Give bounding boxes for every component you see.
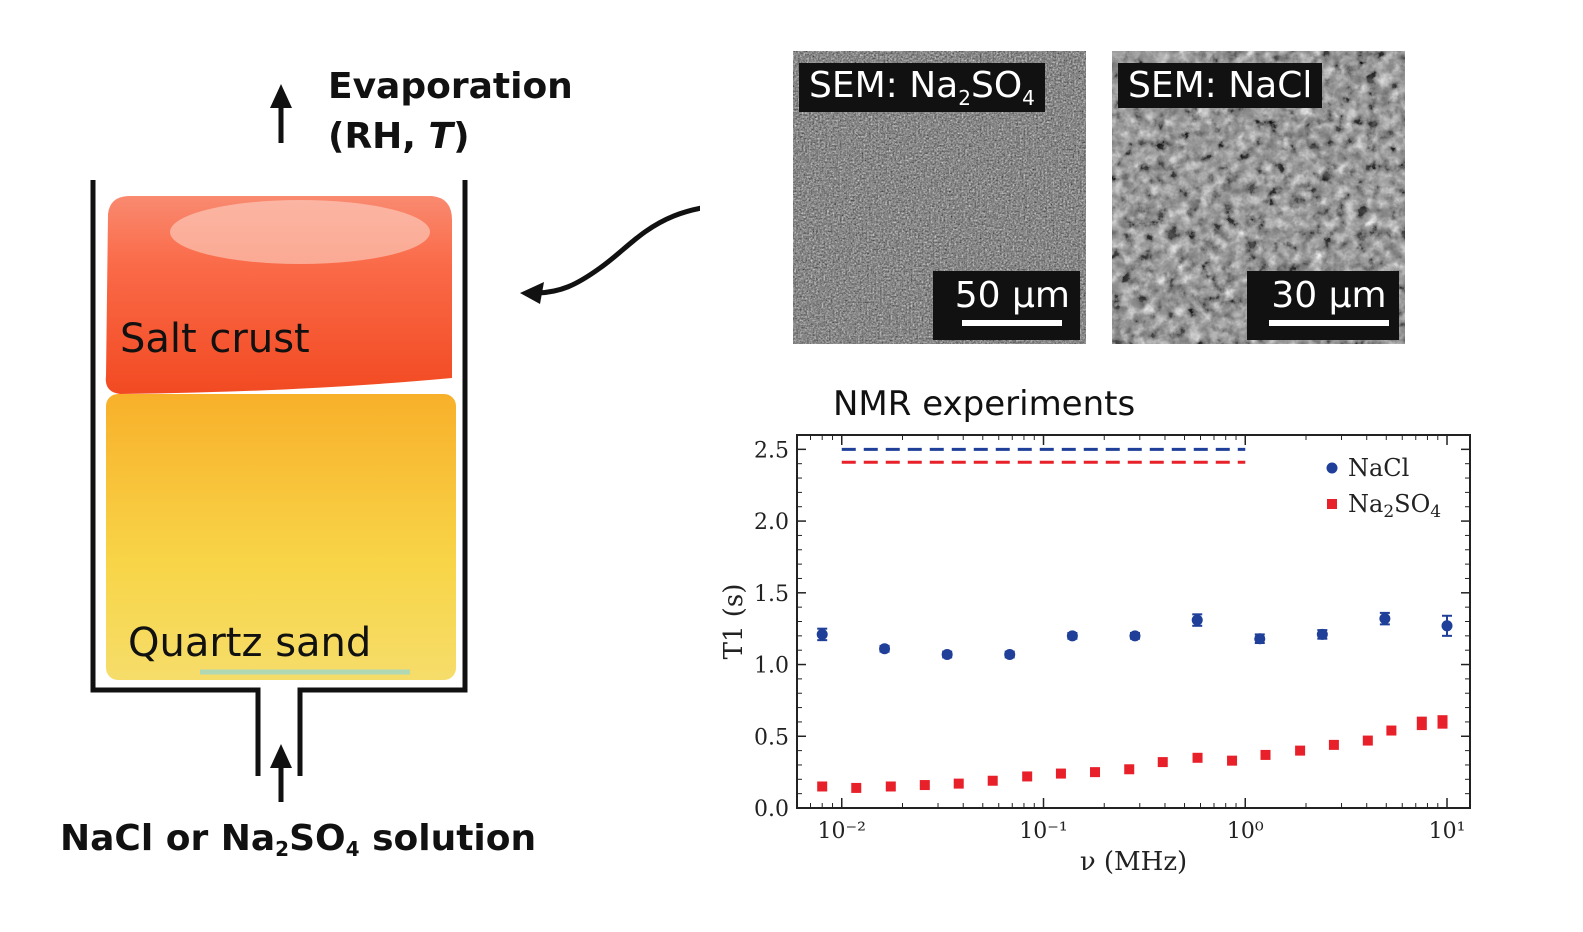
nmr-title: NMR experiments	[833, 384, 1136, 424]
sem-title-nacl: SEM: NaCl	[1118, 63, 1323, 108]
inflow-arrow-icon	[270, 744, 292, 768]
column-schematic	[90, 84, 700, 802]
data-point-1	[1157, 757, 1168, 768]
data-point-1	[885, 781, 896, 792]
data-point-0	[1316, 628, 1328, 640]
legend-label-na2so4: Na2SO4	[1348, 490, 1441, 522]
data-point-1	[1416, 718, 1427, 729]
y-tick-label: 2.5	[754, 438, 789, 463]
data-point-1	[1362, 735, 1373, 746]
data-point-0	[1129, 630, 1141, 642]
legend-marker-na2so4	[1327, 499, 1337, 509]
quartz-sand-label: Quartz sand	[128, 620, 372, 666]
data-point-1	[1295, 745, 1306, 756]
y-tick-label: 1.5	[754, 582, 789, 607]
data-point-1	[953, 778, 964, 789]
y-axis-label: T1 (s)	[719, 584, 749, 660]
data-point-0	[1379, 613, 1391, 625]
y-tick-label: 2.0	[754, 510, 789, 535]
data-point-1	[851, 782, 862, 793]
data-point-1	[1437, 716, 1448, 727]
sem-image-nacl: SEM: NaCl 30 µm	[1112, 51, 1405, 344]
data-point-1	[817, 781, 828, 792]
scale-bar-na2so4	[962, 320, 1063, 326]
solution-label: NaCl or Na2SO4 solution	[60, 818, 537, 861]
data-point-0	[1004, 648, 1016, 660]
sem-image-na2so4: SEM: Na2SO4 50 µm	[793, 51, 1086, 344]
data-point-0	[879, 643, 891, 655]
y-tick-label: 0.0	[754, 797, 789, 822]
y-tick-label: 1.0	[754, 654, 789, 679]
scale-label-na2so4: 50 µm	[932, 271, 1080, 340]
data-point-0	[1066, 630, 1078, 642]
connector-arrow	[537, 205, 700, 296]
x-tick-label: 10⁻²	[818, 819, 866, 844]
legend-marker-nacl	[1326, 462, 1338, 474]
data-point-0	[1191, 614, 1203, 626]
evaporation-conditions-label: (RH, T)	[328, 116, 470, 157]
data-point-0	[1254, 633, 1266, 645]
evaporation-arrow-icon	[270, 84, 292, 108]
sem-title-na2so4: SEM: Na2SO4	[799, 63, 1045, 113]
x-tick-label: 10¹	[1429, 819, 1466, 844]
data-point-1	[1055, 768, 1066, 779]
x-tick-label: 10⁻¹	[1019, 819, 1067, 844]
data-point-1	[987, 775, 998, 786]
nmr-chart: 0.0 0.5 1.0 1.5 2.0 2.5 10⁻² 10⁻¹ 10⁰ 10¹ ν (MHz) T…	[719, 434, 1471, 877]
x-axis-label: ν (MHz)	[1080, 847, 1187, 877]
quartz-sand-block	[106, 394, 456, 680]
scale-bar-nacl	[1269, 320, 1389, 326]
salt-crust-label: Salt crust	[120, 316, 310, 362]
data-point-1	[1124, 764, 1135, 775]
data-point-1	[1090, 767, 1101, 778]
y-tick-label: 0.5	[754, 725, 789, 750]
data-point-1	[1386, 725, 1397, 736]
scale-label-nacl: 30 µm	[1247, 271, 1399, 340]
data-point-1	[1022, 771, 1033, 782]
legend-label-nacl: NaCl	[1348, 454, 1409, 482]
data-point-1	[919, 780, 930, 791]
data-point-1	[1328, 739, 1339, 750]
data-point-1	[1227, 755, 1238, 766]
data-point-0	[941, 648, 953, 660]
crust-highlight	[170, 200, 430, 264]
data-point-0	[1441, 620, 1453, 632]
data-point-1	[1260, 749, 1271, 760]
data-point-1	[1192, 752, 1203, 763]
evaporation-label: Evaporation	[328, 66, 573, 107]
data-point-0	[816, 628, 828, 640]
container-outline	[90, 180, 468, 776]
connector-arrow-head-icon	[520, 282, 544, 304]
x-tick-label: 10⁰	[1227, 819, 1264, 844]
